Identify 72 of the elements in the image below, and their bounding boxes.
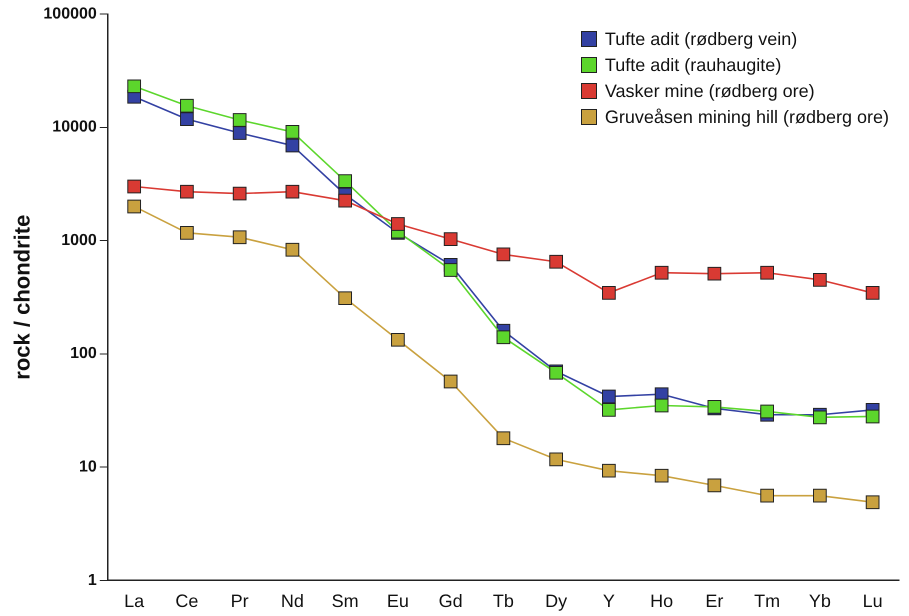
point — [813, 488, 827, 503]
point — [127, 180, 142, 194]
x-tick-label: Gd — [438, 591, 463, 612]
point — [708, 266, 722, 281]
point — [760, 404, 774, 418]
point — [338, 291, 352, 306]
point — [232, 230, 247, 244]
x-tick-label: Sm — [332, 591, 359, 612]
point — [444, 374, 458, 388]
point — [760, 488, 774, 503]
legend-label: Gruveåsen mining hill (rødberg ore) — [604, 106, 889, 128]
point — [813, 410, 827, 424]
point — [127, 200, 142, 214]
point — [602, 403, 616, 417]
point — [127, 79, 142, 94]
point — [180, 112, 194, 126]
x-tick-label: Ho — [650, 591, 674, 612]
point — [866, 495, 880, 510]
legend-label: Tufte adit (rødberg vein) — [604, 28, 798, 50]
point — [866, 286, 880, 300]
point — [549, 452, 564, 466]
point — [232, 186, 247, 200]
x-tick-label: Ce — [175, 591, 198, 612]
legend-label: Vasker mine (rødberg ore) — [604, 80, 815, 102]
x-tick-label: Eu — [386, 591, 409, 612]
y-tick-label: 10000 — [52, 118, 97, 136]
y-tick-label: 100000 — [43, 5, 97, 22]
point — [444, 232, 458, 246]
x-tick-label: Er — [705, 591, 724, 612]
x-tick-label: Yb — [808, 591, 831, 612]
point — [180, 98, 194, 113]
point — [496, 330, 510, 344]
point — [180, 226, 194, 240]
point — [602, 390, 616, 404]
point — [654, 266, 668, 280]
point — [549, 254, 564, 269]
y-tick-label: 1000 — [61, 232, 97, 249]
x-tick-label: Tb — [492, 591, 514, 612]
point — [180, 184, 194, 199]
point — [602, 286, 616, 300]
y-tick-label: 10 — [78, 458, 97, 476]
point — [654, 398, 668, 412]
point — [866, 410, 880, 424]
point — [391, 332, 405, 347]
point — [444, 263, 458, 277]
point — [232, 113, 247, 127]
point — [602, 464, 616, 478]
point — [391, 217, 405, 231]
x-tick-label: Pr — [230, 591, 249, 612]
point — [338, 194, 352, 208]
point — [654, 468, 668, 483]
point — [286, 138, 300, 152]
legend-label: Tufte adit (rauhaugite) — [604, 54, 782, 76]
y-tick-label: 1 — [88, 572, 97, 589]
y-tick-label: 100 — [70, 345, 97, 362]
point — [813, 272, 827, 287]
x-tick-label: Tm — [754, 591, 780, 612]
point — [286, 184, 300, 199]
point — [286, 242, 300, 257]
x-tick-label: Dy — [545, 591, 568, 612]
point — [338, 174, 352, 188]
x-tick-label: Y — [602, 591, 615, 612]
x-tick-label: Lu — [862, 591, 883, 612]
point — [496, 248, 510, 262]
point — [286, 125, 300, 139]
x-tick-label: La — [124, 591, 146, 612]
point — [708, 478, 722, 492]
point — [496, 431, 510, 446]
y-axis-title: rock / chondrite — [9, 214, 34, 380]
point — [232, 126, 247, 140]
x-tick-label: Nd — [280, 591, 304, 612]
point — [760, 266, 774, 280]
